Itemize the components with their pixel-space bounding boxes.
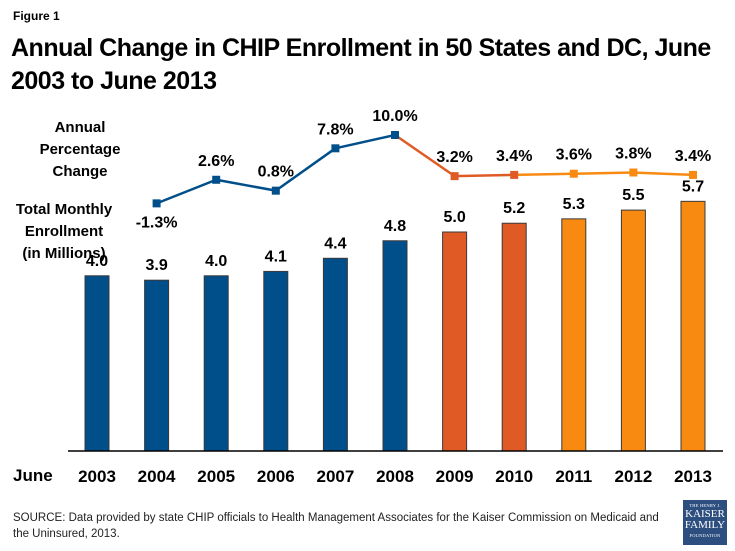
x-tick-2008: 2008	[376, 467, 414, 486]
x-tick-2005: 2005	[197, 467, 235, 486]
source-note: SOURCE: Data provided by state CHIP offi…	[13, 512, 659, 540]
bar-2006	[263, 270, 289, 452]
bar-label-2010: 5.2	[503, 200, 525, 217]
line-label-2005: 2.6%	[198, 153, 234, 170]
percentage-change-label: Annual Percentage Change	[25, 117, 135, 183]
bar-value-labels: 4.0 3.9 4.0 4.1 4.4 4.8 5.0 5.2 5.3 5.5 5.7	[86, 178, 704, 274]
x-tick-2010: 2010	[495, 467, 533, 486]
marker-2013	[689, 170, 697, 179]
bar-label-2011: 5.3	[563, 196, 585, 213]
x-tick-2006: 2006	[257, 467, 295, 486]
marker-2008	[391, 131, 399, 139]
marker-2011	[569, 169, 578, 178]
bar-2007	[322, 257, 348, 452]
line-label-2008: 10.0%	[372, 108, 417, 125]
line-value-labels: -1.3% 2.6% 0.8% 7.8% 10.0% 3.2% 3.4% 3.6% 3.8% 3.…	[136, 108, 712, 231]
bar-label-2006: 4.1	[265, 248, 287, 265]
bar-label-2012: 5.5	[622, 187, 644, 204]
kaiser-logo: THE HENRY J. KAISER FAMILY FOUNDATION	[683, 500, 727, 545]
x-tick-2004: 2004	[138, 467, 176, 486]
x-tick-2013: 2013	[674, 467, 712, 486]
bar-2010	[501, 222, 527, 452]
x-tick-2003: 2003	[78, 467, 116, 486]
marker-2007	[331, 144, 340, 153]
bar-label-2008: 4.8	[384, 218, 406, 235]
enr-label-line1: Total Monthly	[15, 201, 113, 218]
bar-2004	[144, 279, 170, 452]
bar-2008	[382, 240, 408, 452]
chart-title: Annual Change in CHIP Enrollment in 50 S…	[11, 34, 711, 95]
marker-2004	[152, 199, 161, 208]
bar-label-2009: 5.0	[443, 209, 465, 226]
line-label-2012: 3.8%	[615, 146, 651, 163]
marker-2010	[510, 170, 519, 179]
logo-line3: FAMILY	[684, 519, 726, 531]
line-label-2006: 0.8%	[258, 164, 294, 181]
bar-label-2013: 5.7	[682, 178, 704, 195]
enrollment-label: Total Monthly Enrollment (in Millions)	[0, 199, 128, 265]
marker-2012	[629, 168, 638, 177]
marker-2006	[271, 186, 280, 195]
line-label-2013: 3.4%	[675, 148, 711, 165]
pct-label-line2: Percentage	[39, 141, 121, 158]
enr-label-line3: (in Millions)	[22, 245, 106, 262]
line-segment-2005-2006	[215, 178, 277, 192]
x-tick-2012: 2012	[614, 467, 652, 486]
bar-label-2004: 3.9	[145, 257, 167, 274]
line-segment-2009-2010	[454, 173, 515, 178]
line-label-2007: 7.8%	[317, 121, 353, 138]
line-segment-2004-2005	[156, 178, 217, 205]
bar-2013	[680, 200, 706, 452]
bar-2009	[442, 231, 468, 452]
logo-line1: THE HENRY J.	[689, 503, 721, 508]
bar-series	[84, 200, 706, 452]
bar-label-2007: 4.4	[324, 235, 346, 252]
line-series	[156, 133, 694, 205]
line-label-2009: 3.2%	[436, 149, 472, 166]
pct-label-line3: Change	[52, 163, 108, 180]
line-label-2004: -1.3%	[136, 214, 178, 231]
line-segment-2006-2007	[275, 147, 337, 192]
x-tick-2009: 2009	[436, 467, 474, 486]
line-segment-2012-2013	[633, 171, 694, 177]
x-tick-labels: 2003 2004 2005 2006 2007 2008 2009 2010 2011 2012…	[78, 467, 712, 486]
line-segment-2007-2008	[335, 133, 396, 150]
line-segment-2010-2011	[514, 172, 574, 177]
bar-label-2003: 4.0	[86, 253, 108, 270]
bar-label-2005: 4.0	[205, 253, 227, 270]
x-axis-prefix-label: June	[13, 466, 53, 485]
line-segment-2008-2009	[394, 133, 456, 178]
bar-2003	[84, 275, 110, 452]
enr-label-line2: Enrollment	[24, 223, 104, 240]
line-label-2010: 3.4%	[496, 148, 532, 165]
x-tick-2011: 2011	[555, 467, 592, 486]
logo-line4: FOUNDATION	[689, 533, 721, 538]
marker-2009	[450, 172, 459, 181]
pct-label-line1: Annual	[54, 119, 106, 136]
bar-2012	[620, 209, 646, 452]
marker-2005	[212, 175, 221, 184]
figure-label: Figure 1	[13, 9, 60, 23]
line-label-2011: 3.6%	[556, 147, 592, 164]
line-markers	[152, 131, 697, 208]
x-tick-2007: 2007	[316, 467, 354, 486]
logo-line2: KAISER	[685, 508, 725, 520]
line-segment-2011-2012	[573, 171, 634, 175]
bar-2011	[561, 218, 587, 452]
bar-2005	[203, 275, 229, 452]
